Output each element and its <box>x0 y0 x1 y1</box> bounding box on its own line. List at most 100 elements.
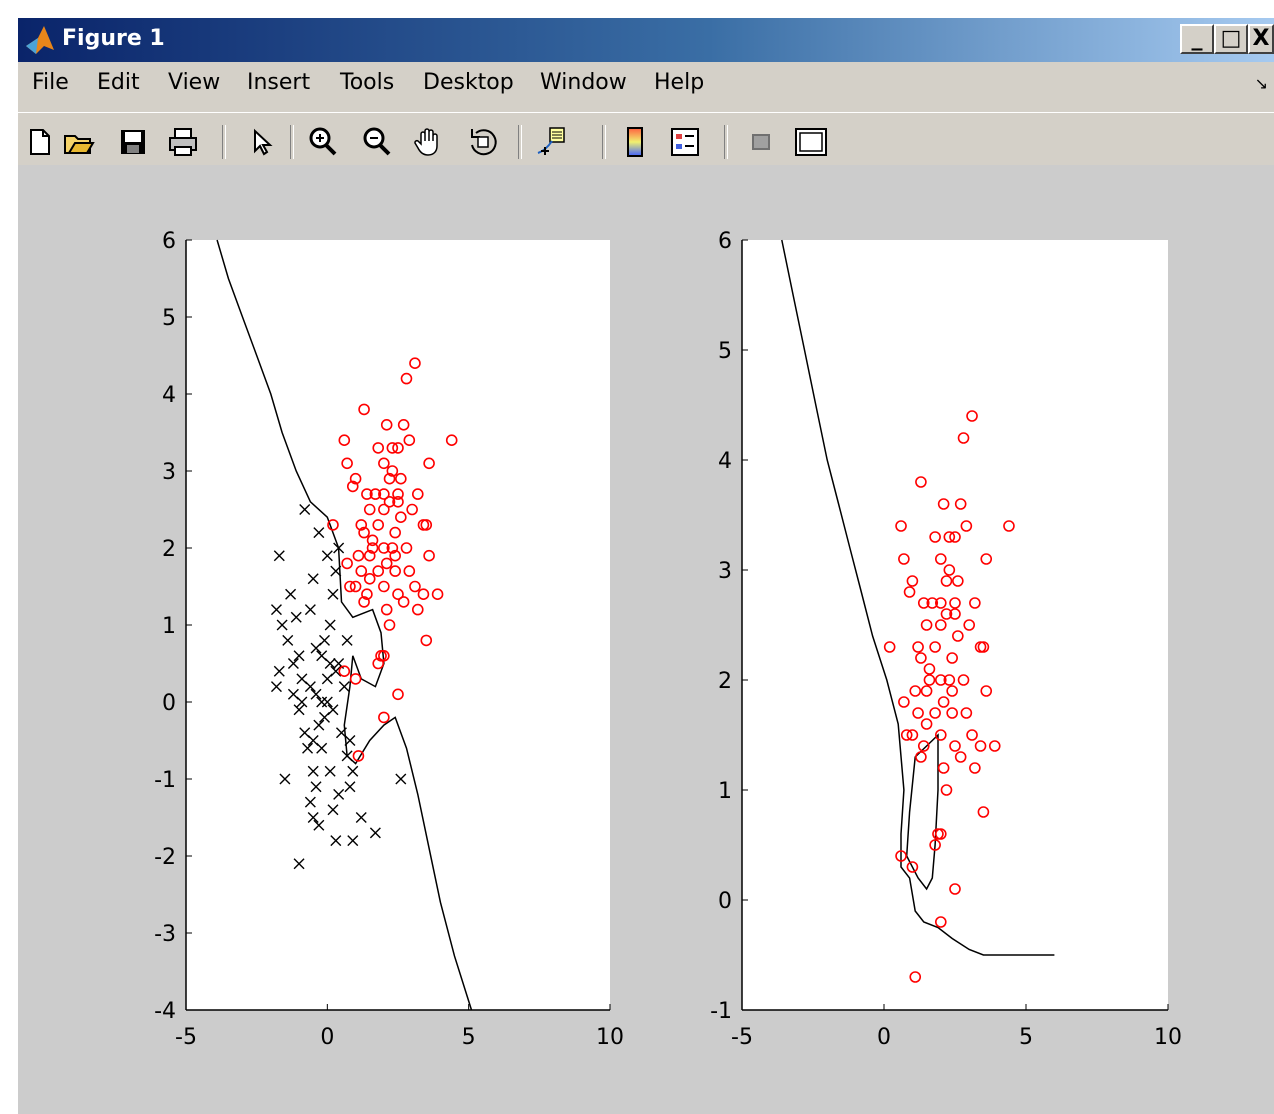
y-tick-label: 5 <box>162 306 176 331</box>
menu-tools[interactable]: Tools <box>340 70 395 95</box>
menu-desktop[interactable]: Desktop <box>423 70 514 95</box>
x-tick-label: 0 <box>877 1025 891 1050</box>
x-marker-stroke <box>369 827 381 839</box>
data-point-circle <box>363 572 376 585</box>
dock-arrow-icon[interactable]: ↘ <box>1254 74 1268 93</box>
data-point-circle <box>988 740 1001 752</box>
data-cursor-icon[interactable] <box>532 123 570 161</box>
data-point-circle <box>423 457 435 470</box>
data-point-circle <box>378 542 390 554</box>
menu-help[interactable]: Help <box>654 70 705 95</box>
insert-legend-icon[interactable] <box>666 123 704 161</box>
data-point-circle <box>352 750 365 762</box>
data-point-circle <box>934 553 947 565</box>
data-point-circle <box>397 596 410 608</box>
data-point-circle <box>934 916 947 928</box>
insert-colorbar-icon[interactable] <box>616 123 654 161</box>
menu-edit[interactable]: Edit <box>97 70 140 95</box>
data-point-circle <box>917 740 930 752</box>
x-marker-stroke <box>319 634 331 646</box>
data-point-circle <box>389 526 401 539</box>
maximize-button[interactable]: □ <box>1214 24 1248 54</box>
x-tick-label: -5 <box>731 1025 753 1050</box>
data-point-x <box>290 611 302 623</box>
data-point-circle <box>949 740 961 752</box>
pan-hand-icon[interactable] <box>410 123 448 161</box>
data-point-circle <box>898 696 910 708</box>
data-point-x <box>270 604 282 616</box>
data-point-circle <box>943 564 956 576</box>
edit-plot-arrow-icon[interactable] <box>242 123 280 161</box>
x-tick-label: -5 <box>175 1025 197 1050</box>
data-point-circle <box>409 580 421 593</box>
data-point-circle <box>949 883 961 895</box>
plot-area[interactable] <box>186 240 610 1010</box>
rotate-3d-icon[interactable] <box>464 123 502 161</box>
new-figure-icon[interactable] <box>20 123 58 161</box>
x-marker-stroke <box>293 704 305 716</box>
zoom-in-icon[interactable] <box>304 123 342 161</box>
data-point-circle <box>937 762 950 774</box>
data-point-x <box>273 550 285 562</box>
data-point-circle <box>963 619 976 631</box>
show-plot-tools-icon[interactable] <box>792 123 830 161</box>
menu-view[interactable]: View <box>168 70 221 95</box>
x-marker-stroke <box>316 742 328 754</box>
data-point-circle <box>389 549 401 562</box>
data-point-circle <box>934 729 947 741</box>
data-point-circle <box>392 688 404 701</box>
data-point-x <box>321 696 333 708</box>
data-point-circle <box>355 565 368 577</box>
data-point-circle <box>378 503 390 516</box>
x-marker-stroke <box>304 604 316 616</box>
data-point-circle <box>403 565 416 577</box>
toolbar-separator <box>724 125 728 159</box>
data-point-circle <box>380 557 393 570</box>
data-point-x <box>344 735 356 746</box>
minimize-button[interactable]: _ <box>1180 24 1214 54</box>
x-marker-stroke <box>302 742 314 754</box>
close-button[interactable]: X <box>1248 24 1274 54</box>
decision-boundary-line <box>216 239 473 1011</box>
data-point-x <box>313 819 325 831</box>
print-icon[interactable] <box>164 123 202 161</box>
zoom-out-icon[interactable] <box>358 123 396 161</box>
y-tick-label: 6 <box>718 229 732 254</box>
y-tick-label: -1 <box>154 768 176 793</box>
menu-file[interactable]: File <box>32 70 69 95</box>
data-point-circle <box>372 565 385 577</box>
data-point-circle <box>946 652 958 664</box>
data-point-x <box>310 688 322 700</box>
data-point-circle <box>383 619 396 631</box>
decision-boundary-line <box>781 239 1055 956</box>
data-point-circle <box>923 663 936 675</box>
data-point-x <box>330 565 342 577</box>
data-point-circle <box>980 685 993 697</box>
data-point-x <box>282 634 294 646</box>
data-point-circle <box>383 472 396 485</box>
data-point-x <box>330 835 342 847</box>
data-point-x <box>296 696 308 708</box>
data-point-circle <box>906 729 919 741</box>
data-point-circle <box>909 971 922 983</box>
hide-plot-tools-icon[interactable] <box>742 123 780 161</box>
data-point-circle <box>898 553 910 565</box>
open-file-icon[interactable] <box>60 123 98 161</box>
data-point-circle <box>977 641 990 653</box>
plot-area[interactable] <box>742 240 1168 1010</box>
window-title: Figure 1 <box>62 26 165 51</box>
menu-window[interactable]: Window <box>540 70 627 95</box>
title-bar[interactable]: Figure 1 _ □ X <box>18 18 1274 62</box>
x-tick-label: 5 <box>1019 1025 1033 1050</box>
data-point-x <box>355 812 367 823</box>
x-marker-stroke <box>307 765 319 777</box>
data-point-circle <box>949 531 961 543</box>
data-point-circle <box>960 707 973 719</box>
data-point-circle <box>960 520 973 532</box>
menu-insert[interactable]: Insert <box>247 70 311 95</box>
data-point-x <box>299 504 311 515</box>
save-icon[interactable] <box>114 123 152 161</box>
data-point-x <box>319 634 331 646</box>
data-point-x <box>333 542 345 554</box>
data-point-circle <box>363 549 376 562</box>
